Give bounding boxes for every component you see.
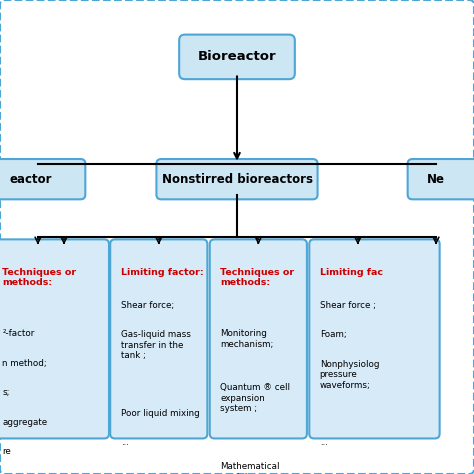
FancyBboxPatch shape: [0, 239, 109, 438]
Text: n method;: n method;: [2, 359, 47, 368]
Text: Shear force ;: Shear force ;: [319, 301, 376, 310]
Text: Monitoring
mechanism;: Monitoring mechanism;: [220, 329, 273, 349]
FancyBboxPatch shape: [156, 159, 318, 200]
Text: aggregate: aggregate: [2, 418, 47, 427]
FancyBboxPatch shape: [210, 239, 307, 438]
Text: ...: ...: [120, 438, 128, 447]
Text: Poor liquid mixing: Poor liquid mixing: [120, 409, 200, 418]
Text: Ne: Ne: [427, 173, 445, 186]
Text: ...: ...: [319, 438, 328, 447]
Text: Nonphysiolog
pressure
waveforms;: Nonphysiolog pressure waveforms;: [319, 360, 379, 390]
Text: Foam;: Foam;: [319, 330, 346, 339]
FancyBboxPatch shape: [110, 239, 207, 438]
Text: re: re: [2, 447, 11, 456]
Text: Mathematical
models: Mathematical models: [220, 462, 280, 474]
Text: Techniques or
methods:: Techniques or methods:: [220, 268, 294, 287]
Text: Shear force;: Shear force;: [120, 301, 174, 310]
Text: Techniques or
methods:: Techniques or methods:: [2, 268, 76, 287]
FancyBboxPatch shape: [408, 159, 474, 200]
Text: s;: s;: [2, 388, 10, 397]
Text: Bioreactor: Bioreactor: [198, 50, 276, 64]
Text: Quantum ® cell
expansion
system ;: Quantum ® cell expansion system ;: [220, 383, 290, 413]
Text: Limiting fac: Limiting fac: [319, 268, 383, 277]
FancyBboxPatch shape: [179, 35, 295, 79]
FancyBboxPatch shape: [0, 159, 85, 200]
Text: Limiting factor:: Limiting factor:: [120, 268, 203, 277]
Text: ²-factor: ²-factor: [2, 329, 35, 338]
Text: Nonstirred bioreactors: Nonstirred bioreactors: [162, 173, 312, 186]
FancyBboxPatch shape: [309, 239, 439, 438]
Text: eactor: eactor: [9, 173, 52, 186]
Text: Gas-liquid mass
transfer in the
tank ;: Gas-liquid mass transfer in the tank ;: [120, 330, 191, 360]
